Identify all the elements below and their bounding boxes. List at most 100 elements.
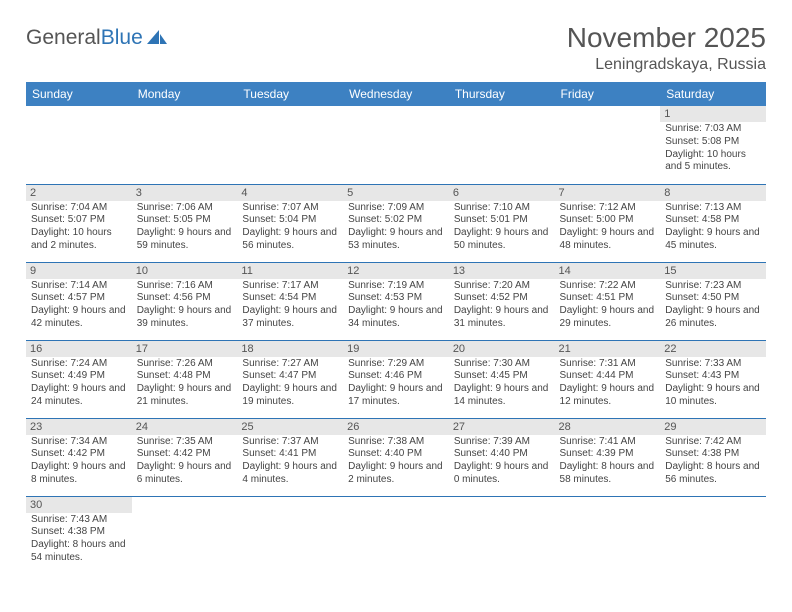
logo-text-2: Blue — [101, 26, 143, 50]
sunrise-text: Sunrise: 7:34 AM — [31, 436, 127, 449]
day-header: Wednesday — [343, 82, 449, 106]
daylight-text: Daylight: 9 hours and 4 minutes. — [242, 461, 338, 487]
day-number: 28 — [555, 419, 661, 435]
sunrise-text: Sunrise: 7:29 AM — [348, 358, 444, 371]
calendar-row: 2Sunrise: 7:04 AMSunset: 5:07 PMDaylight… — [26, 184, 766, 262]
day-details: Sunrise: 7:43 AMSunset: 4:38 PMDaylight:… — [29, 514, 129, 565]
sunset-text: Sunset: 5:07 PM — [31, 214, 127, 227]
calendar-cell-empty — [343, 106, 449, 184]
calendar-cell: 14Sunrise: 7:22 AMSunset: 4:51 PMDayligh… — [555, 262, 661, 340]
day-details: Sunrise: 7:22 AMSunset: 4:51 PMDaylight:… — [558, 280, 658, 331]
day-details: Sunrise: 7:20 AMSunset: 4:52 PMDaylight:… — [452, 280, 552, 331]
day-number: 17 — [132, 341, 238, 357]
sunrise-text: Sunrise: 7:06 AM — [137, 202, 233, 215]
sunrise-text: Sunrise: 7:12 AM — [560, 202, 656, 215]
calendar-cell-empty — [449, 496, 555, 574]
daylight-text: Daylight: 9 hours and 6 minutes. — [137, 461, 233, 487]
day-number: 4 — [237, 185, 343, 201]
day-details: Sunrise: 7:03 AMSunset: 5:08 PMDaylight:… — [663, 123, 763, 174]
calendar-cell: 19Sunrise: 7:29 AMSunset: 4:46 PMDayligh… — [343, 340, 449, 418]
calendar-cell: 6Sunrise: 7:10 AMSunset: 5:01 PMDaylight… — [449, 184, 555, 262]
day-header: Sunday — [26, 82, 132, 106]
sunset-text: Sunset: 4:44 PM — [560, 370, 656, 383]
daylight-text: Daylight: 9 hours and 50 minutes. — [454, 227, 550, 253]
calendar-cell: 5Sunrise: 7:09 AMSunset: 5:02 PMDaylight… — [343, 184, 449, 262]
sunset-text: Sunset: 4:42 PM — [31, 448, 127, 461]
sunrise-text: Sunrise: 7:30 AM — [454, 358, 550, 371]
calendar-row: 16Sunrise: 7:24 AMSunset: 4:49 PMDayligh… — [26, 340, 766, 418]
day-number: 9 — [26, 263, 132, 279]
day-number: 16 — [26, 341, 132, 357]
day-details: Sunrise: 7:31 AMSunset: 4:44 PMDaylight:… — [558, 358, 658, 409]
sunrise-text: Sunrise: 7:20 AM — [454, 280, 550, 293]
calendar-cell: 4Sunrise: 7:07 AMSunset: 5:04 PMDaylight… — [237, 184, 343, 262]
day-details: Sunrise: 7:04 AMSunset: 5:07 PMDaylight:… — [29, 202, 129, 253]
calendar-cell: 8Sunrise: 7:13 AMSunset: 4:58 PMDaylight… — [660, 184, 766, 262]
daylight-text: Daylight: 9 hours and 24 minutes. — [31, 383, 127, 409]
daylight-text: Daylight: 9 hours and 42 minutes. — [31, 305, 127, 331]
sunrise-text: Sunrise: 7:33 AM — [665, 358, 761, 371]
daylight-text: Daylight: 8 hours and 58 minutes. — [560, 461, 656, 487]
sunset-text: Sunset: 4:53 PM — [348, 292, 444, 305]
day-number: 13 — [449, 263, 555, 279]
day-details: Sunrise: 7:12 AMSunset: 5:00 PMDaylight:… — [558, 202, 658, 253]
sunrise-text: Sunrise: 7:04 AM — [31, 202, 127, 215]
calendar-cell: 26Sunrise: 7:38 AMSunset: 4:40 PMDayligh… — [343, 418, 449, 496]
sunrise-text: Sunrise: 7:07 AM — [242, 202, 338, 215]
day-details: Sunrise: 7:41 AMSunset: 4:39 PMDaylight:… — [558, 436, 658, 487]
daylight-text: Daylight: 9 hours and 56 minutes. — [242, 227, 338, 253]
sunset-text: Sunset: 5:02 PM — [348, 214, 444, 227]
day-number: 5 — [343, 185, 449, 201]
header: GeneralBlue November 2025 Leningradskaya… — [26, 22, 766, 74]
sunset-text: Sunset: 4:47 PM — [242, 370, 338, 383]
calendar-table: SundayMondayTuesdayWednesdayThursdayFrid… — [26, 82, 766, 574]
sunrise-text: Sunrise: 7:27 AM — [242, 358, 338, 371]
day-details: Sunrise: 7:39 AMSunset: 4:40 PMDaylight:… — [452, 436, 552, 487]
calendar-cell: 9Sunrise: 7:14 AMSunset: 4:57 PMDaylight… — [26, 262, 132, 340]
sunset-text: Sunset: 5:04 PM — [242, 214, 338, 227]
day-details: Sunrise: 7:30 AMSunset: 4:45 PMDaylight:… — [452, 358, 552, 409]
daylight-text: Daylight: 9 hours and 10 minutes. — [665, 383, 761, 409]
day-number: 2 — [26, 185, 132, 201]
day-details: Sunrise: 7:24 AMSunset: 4:49 PMDaylight:… — [29, 358, 129, 409]
daylight-text: Daylight: 9 hours and 34 minutes. — [348, 305, 444, 331]
sunrise-text: Sunrise: 7:16 AM — [137, 280, 233, 293]
day-number: 30 — [26, 497, 132, 513]
day-header: Saturday — [660, 82, 766, 106]
calendar-cell-empty — [26, 106, 132, 184]
logo: GeneralBlue — [26, 26, 168, 50]
sunset-text: Sunset: 4:57 PM — [31, 292, 127, 305]
sunset-text: Sunset: 4:40 PM — [454, 448, 550, 461]
calendar-cell: 16Sunrise: 7:24 AMSunset: 4:49 PMDayligh… — [26, 340, 132, 418]
sunrise-text: Sunrise: 7:26 AM — [137, 358, 233, 371]
calendar-cell: 21Sunrise: 7:31 AMSunset: 4:44 PMDayligh… — [555, 340, 661, 418]
sunset-text: Sunset: 5:08 PM — [665, 136, 761, 149]
day-number: 15 — [660, 263, 766, 279]
logo-text-1: General — [26, 26, 101, 50]
day-number: 21 — [555, 341, 661, 357]
calendar-cell-empty — [660, 496, 766, 574]
title-block: November 2025 Leningradskaya, Russia — [567, 22, 766, 74]
calendar-cell-empty — [343, 496, 449, 574]
logo-sail-icon — [146, 29, 168, 47]
sunset-text: Sunset: 4:42 PM — [137, 448, 233, 461]
day-details: Sunrise: 7:13 AMSunset: 4:58 PMDaylight:… — [663, 202, 763, 253]
calendar-cell-empty — [237, 496, 343, 574]
sunset-text: Sunset: 4:43 PM — [665, 370, 761, 383]
day-details: Sunrise: 7:26 AMSunset: 4:48 PMDaylight:… — [135, 358, 235, 409]
day-number: 18 — [237, 341, 343, 357]
day-header: Tuesday — [237, 82, 343, 106]
calendar-cell: 10Sunrise: 7:16 AMSunset: 4:56 PMDayligh… — [132, 262, 238, 340]
day-header-row: SundayMondayTuesdayWednesdayThursdayFrid… — [26, 82, 766, 106]
sunrise-text: Sunrise: 7:09 AM — [348, 202, 444, 215]
daylight-text: Daylight: 8 hours and 54 minutes. — [31, 539, 127, 565]
day-number: 24 — [132, 419, 238, 435]
sunrise-text: Sunrise: 7:24 AM — [31, 358, 127, 371]
daylight-text: Daylight: 9 hours and 37 minutes. — [242, 305, 338, 331]
daylight-text: Daylight: 9 hours and 26 minutes. — [665, 305, 761, 331]
calendar-cell-empty — [132, 106, 238, 184]
sunrise-text: Sunrise: 7:38 AM — [348, 436, 444, 449]
calendar-cell: 28Sunrise: 7:41 AMSunset: 4:39 PMDayligh… — [555, 418, 661, 496]
daylight-text: Daylight: 9 hours and 14 minutes. — [454, 383, 550, 409]
calendar-cell: 20Sunrise: 7:30 AMSunset: 4:45 PMDayligh… — [449, 340, 555, 418]
